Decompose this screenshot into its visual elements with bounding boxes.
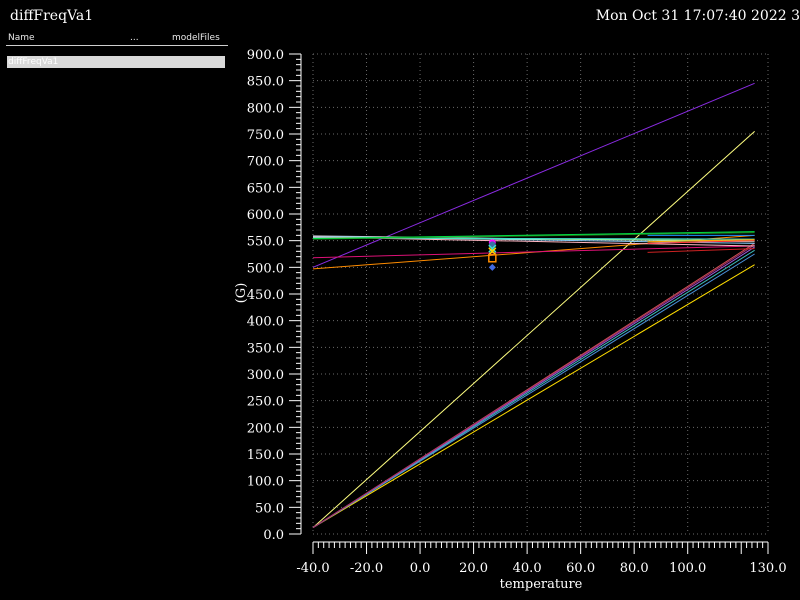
y-tick-label: 850.0: [247, 75, 284, 90]
series-line: [647, 248, 755, 253]
x-axis-label: temperature: [500, 577, 583, 592]
series-lines: [312, 82, 755, 529]
x-tick-label: 0.0: [410, 561, 431, 576]
x-tick-label: -20.0: [350, 561, 383, 576]
y-tick-label: 400.0: [247, 315, 284, 330]
y-tick-label: 150.0: [247, 448, 284, 463]
y-tick-label: 200.0: [247, 421, 284, 436]
browser-header: Name ... modelFiles: [6, 30, 228, 46]
y-tick-label: 350.0: [247, 341, 284, 356]
series-line: [312, 245, 755, 259]
axes: [289, 53, 769, 554]
y-tick-label: 250.0: [247, 395, 284, 410]
marker-circle: [488, 241, 496, 249]
x-tick-label: 40.0: [513, 561, 542, 576]
datetime-label: Mon Oct 31 17:07:40 2022 3: [595, 8, 800, 24]
browser-row-selected[interactable]: diffFreqVa1: [7, 56, 225, 68]
y-tick-label: 750.0: [247, 128, 284, 143]
column-header-name[interactable]: Name: [8, 33, 35, 43]
x-tick-label: -40.0: [296, 561, 329, 576]
y-tick-label: 600.0: [247, 208, 284, 223]
marker-square: [488, 254, 497, 263]
y-tick-label: 500.0: [247, 261, 284, 276]
series-line: [312, 244, 755, 529]
series-line: [647, 239, 755, 243]
marker-cross: [488, 247, 497, 256]
x-tick-label: 130.0: [749, 561, 786, 576]
x-tick-label: 100.0: [669, 561, 706, 576]
y-tick-label: 100.0: [247, 475, 284, 490]
marker-diamond: [488, 263, 496, 271]
y-tick-label: 650.0: [247, 181, 284, 196]
y-axis-label: (G): [234, 283, 249, 304]
series-line: [312, 232, 755, 240]
results-browser: Name ... modelFiles diffFreqVa1: [6, 30, 228, 68]
x-tick-label: 60.0: [566, 561, 595, 576]
marker-cross: [488, 244, 497, 253]
y-tick-label: 300.0: [247, 368, 284, 383]
data-markers: [488, 239, 497, 271]
series-line: [312, 130, 755, 528]
y-tick-label: 700.0: [247, 155, 284, 170]
window-title: diffFreqVa1: [10, 8, 94, 24]
x-tick-label: 20.0: [459, 561, 488, 576]
column-header-model-files[interactable]: modelFiles: [172, 33, 220, 43]
y-tick-label: 50.0: [255, 501, 284, 516]
series-line: [312, 231, 755, 240]
series-line: [312, 264, 755, 529]
column-header-more[interactable]: ...: [130, 33, 139, 43]
grid: [312, 53, 769, 535]
series-line: [647, 240, 755, 244]
y-tick-label: 0.0: [263, 528, 284, 543]
tick-labels: 0.0 50.0 100.0 150.0 200.0 250.0 300.0 350.0 400…: [247, 48, 787, 576]
y-tick-label: 800.0: [247, 101, 284, 116]
y-tick-label: 550.0: [247, 235, 284, 250]
y-tick-label: 450.0: [247, 288, 284, 303]
x-tick-label: 80.0: [620, 561, 649, 576]
y-tick-label: 900.0: [247, 48, 284, 63]
series-line: [312, 253, 755, 529]
